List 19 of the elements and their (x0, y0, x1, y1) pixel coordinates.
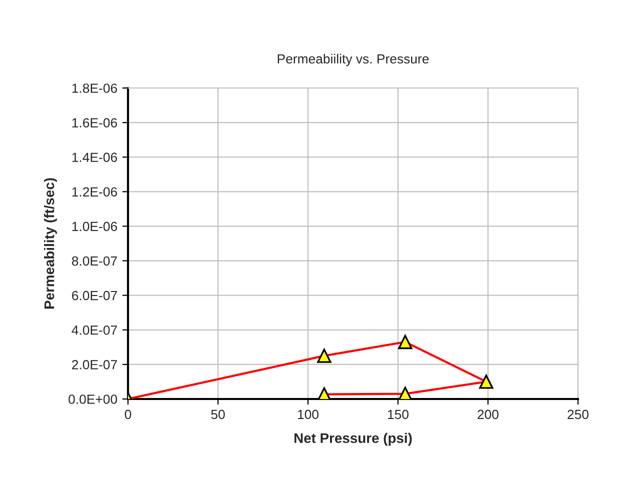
x-axis-title: Net Pressure (psi) (294, 432, 412, 446)
y-tick-label: 2.0E-07 (72, 360, 117, 370)
y-tick-label: 1.2E-06 (72, 187, 118, 197)
x-tick-label: 150 (388, 410, 408, 420)
y-tick-label: 1.4E-06 (72, 152, 118, 162)
x-tick-label: 50 (211, 410, 225, 420)
y-tick-label: 1.0E-06 (72, 222, 118, 232)
y-tick-label: 8.0E-07 (72, 256, 117, 266)
x-tick-label: 200 (478, 410, 498, 420)
x-tick-label: 0 (124, 410, 132, 420)
chart-title: Permeabiility vs. Pressure (278, 54, 429, 66)
y-tick-label: 4.0E-07 (72, 325, 117, 335)
x-tick-label: 250 (568, 410, 588, 420)
y-tick-label: 6.0E-07 (72, 290, 117, 300)
y-tick-label: 1.6E-06 (72, 118, 118, 128)
y-tick-label: 1.8E-06 (72, 84, 118, 93)
y-tick-label: 0.0E+00 (68, 394, 118, 404)
x-tick-label: 100 (298, 410, 318, 420)
y-axis-title: Permeability (ft/sec) (44, 178, 57, 309)
